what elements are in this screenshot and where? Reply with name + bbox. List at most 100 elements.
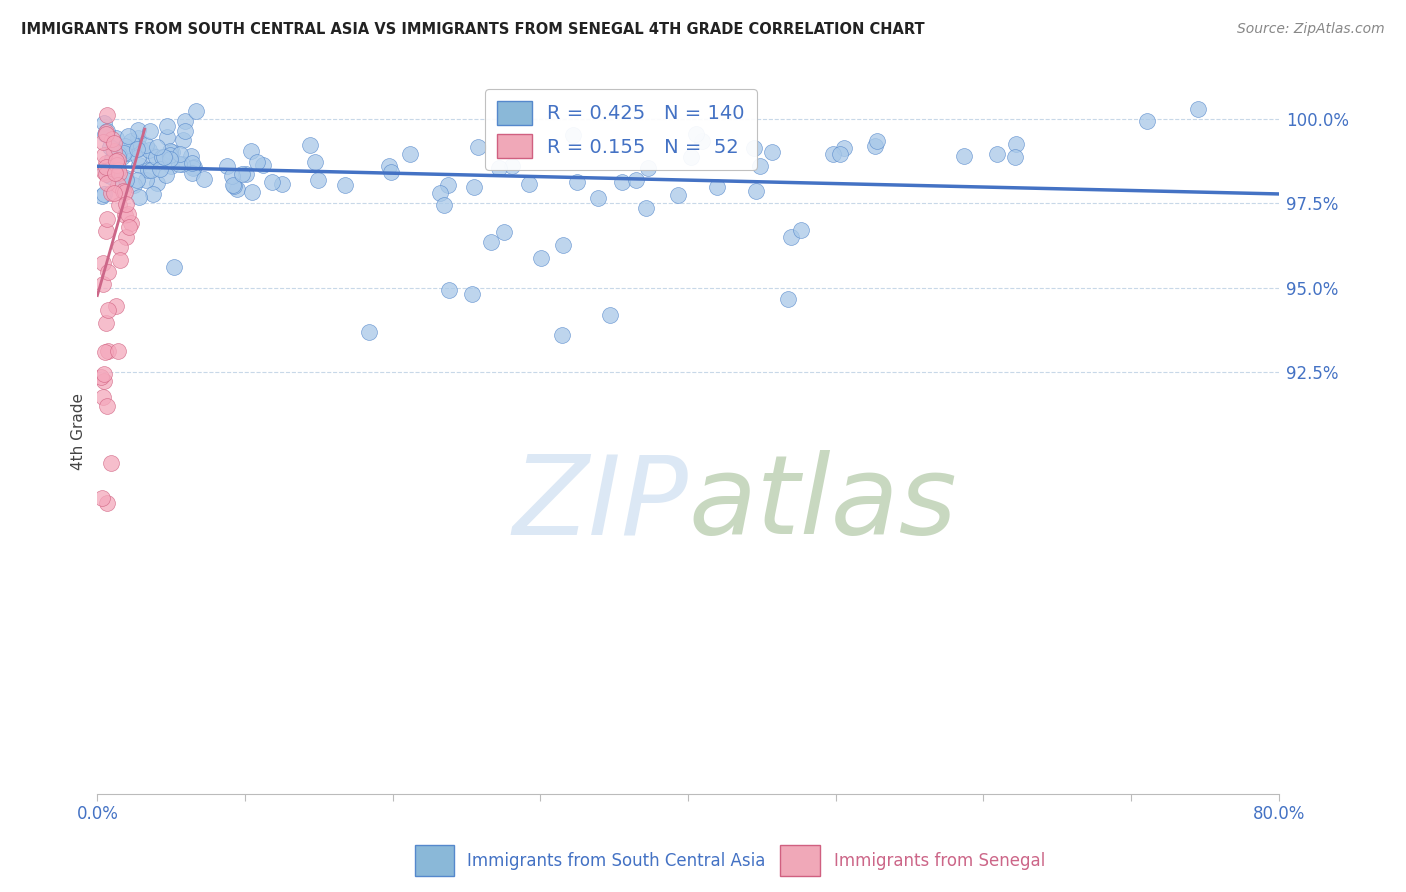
Point — [429, 186, 451, 201]
Point — [125, 173, 148, 187]
Point — [160, 145, 183, 159]
Point — [127, 150, 149, 164]
Point — [129, 141, 152, 155]
Point — [359, 325, 381, 339]
Point — [153, 150, 176, 164]
Point — [271, 178, 294, 192]
Point — [118, 220, 141, 235]
Point — [96, 108, 118, 122]
Point — [231, 167, 253, 181]
Point — [114, 138, 136, 153]
Point — [124, 139, 146, 153]
Text: Immigrants from Senegal: Immigrants from Senegal — [834, 852, 1045, 870]
Point — [599, 308, 621, 322]
Point — [90, 491, 112, 505]
Point — [461, 287, 484, 301]
Y-axis label: 4th Grade: 4th Grade — [72, 392, 86, 469]
Point — [226, 182, 249, 196]
FancyBboxPatch shape — [415, 846, 454, 876]
Point — [432, 198, 454, 212]
Point — [146, 139, 169, 153]
Point — [156, 119, 179, 133]
Point — [565, 175, 588, 189]
Point — [170, 156, 193, 170]
Point — [304, 154, 326, 169]
Point — [790, 223, 813, 237]
Point — [823, 147, 845, 161]
Point — [93, 148, 115, 162]
Point — [136, 162, 159, 177]
Point — [90, 189, 112, 203]
Point — [866, 134, 889, 148]
Point — [94, 125, 117, 139]
Point — [104, 166, 127, 180]
Point — [530, 251, 553, 265]
Point — [159, 148, 181, 162]
Point — [96, 163, 118, 178]
Point — [115, 143, 138, 157]
Point — [488, 161, 510, 175]
Point — [101, 132, 124, 146]
Point — [135, 138, 157, 153]
Point — [114, 185, 136, 199]
Point — [91, 391, 114, 405]
Point — [666, 188, 689, 202]
Point — [91, 256, 114, 270]
Point — [186, 104, 208, 119]
Point — [776, 292, 799, 306]
Point — [114, 173, 136, 187]
Point — [128, 190, 150, 204]
Point — [117, 207, 139, 221]
Point — [174, 124, 197, 138]
Point — [139, 124, 162, 138]
Point — [107, 153, 129, 167]
Point — [93, 374, 115, 388]
Point — [162, 260, 184, 274]
Point — [108, 239, 131, 253]
Point — [145, 176, 167, 190]
Point — [101, 153, 124, 167]
Point — [94, 160, 117, 174]
Point — [105, 131, 128, 145]
Point — [107, 163, 129, 178]
Point — [97, 303, 120, 318]
Point — [100, 456, 122, 470]
Point — [748, 159, 770, 173]
Point — [128, 158, 150, 172]
Point — [167, 157, 190, 171]
Point — [112, 146, 135, 161]
Point — [108, 252, 131, 267]
Point — [586, 191, 609, 205]
Point — [96, 124, 118, 138]
Point — [135, 172, 157, 186]
Text: ZIP: ZIP — [512, 450, 688, 558]
Point — [215, 159, 238, 173]
Point — [181, 156, 204, 170]
Point — [105, 147, 128, 161]
Point — [115, 229, 138, 244]
Point — [463, 179, 485, 194]
Point — [193, 171, 215, 186]
Point — [159, 144, 181, 158]
Point — [1187, 102, 1209, 116]
Point — [152, 150, 174, 164]
Point — [761, 145, 783, 160]
Point — [333, 178, 356, 192]
Text: atlas: atlas — [688, 450, 956, 558]
Point — [127, 122, 149, 136]
Point — [93, 344, 115, 359]
Point — [111, 149, 134, 163]
Point — [117, 129, 139, 144]
Point — [94, 127, 117, 141]
Point — [159, 152, 181, 166]
Point — [690, 134, 713, 148]
Point — [169, 147, 191, 161]
Point — [685, 128, 707, 142]
Point — [779, 230, 801, 244]
Point — [222, 178, 245, 193]
Point — [138, 144, 160, 158]
Point — [181, 166, 204, 180]
Text: IMMIGRANTS FROM SOUTH CENTRAL ASIA VS IMMIGRANTS FROM SENEGAL 4TH GRADE CORRELAT: IMMIGRANTS FROM SOUTH CENTRAL ASIA VS IM… — [21, 22, 925, 37]
Legend: R = 0.425   N = 140, R = 0.155   N =  52: R = 0.425 N = 140, R = 0.155 N = 52 — [485, 89, 756, 169]
Point — [174, 114, 197, 128]
